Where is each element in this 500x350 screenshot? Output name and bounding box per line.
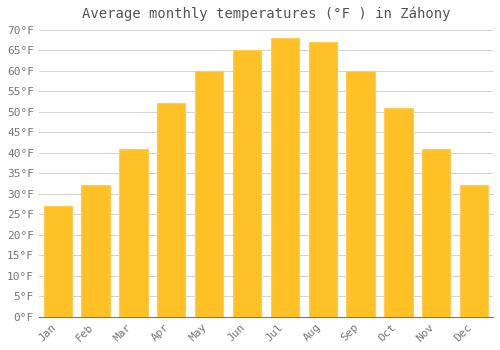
Bar bbox=[233, 50, 261, 317]
Bar bbox=[82, 186, 110, 317]
Bar bbox=[157, 103, 186, 317]
Bar bbox=[460, 186, 488, 317]
Bar bbox=[195, 71, 224, 317]
Bar bbox=[119, 148, 148, 317]
Bar bbox=[384, 107, 412, 317]
Title: Average monthly temperatures (°F ) in Záhony: Average monthly temperatures (°F ) in Zá… bbox=[82, 7, 450, 21]
Bar bbox=[422, 148, 450, 317]
Bar bbox=[270, 38, 299, 317]
Bar bbox=[308, 42, 337, 317]
Bar bbox=[44, 206, 72, 317]
Bar bbox=[346, 71, 375, 317]
